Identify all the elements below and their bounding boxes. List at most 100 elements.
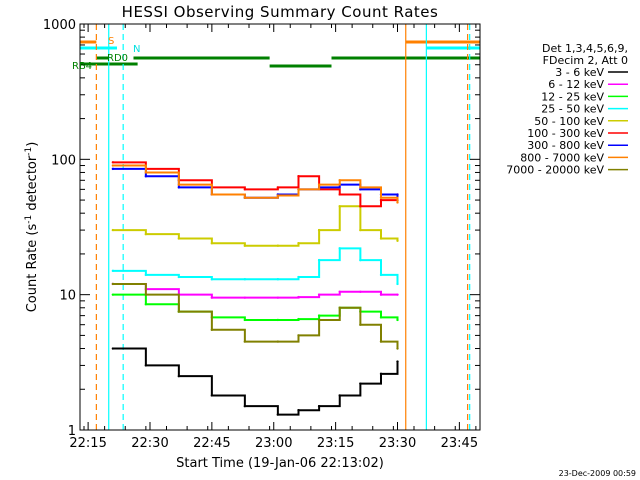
series-point-1-3 [210, 296, 214, 299]
series-point-6-9 [359, 188, 362, 191]
series-point-5-4 [243, 188, 247, 191]
x-tick-label-2: 22:45 [193, 436, 230, 451]
series-point-4-0 [111, 228, 115, 232]
series-point-1-4 [243, 296, 247, 299]
flag-label-rb4: RB4 [72, 61, 92, 72]
series-point-4-4 [243, 244, 247, 247]
series-point-1-8 [338, 290, 341, 293]
axis-ticks: 22:15 22:30 22:45 23:00 23:15 23:30 23:45 1 10 10… [43, 18, 480, 451]
series-point-7-7 [317, 183, 321, 186]
series-point-5-9 [359, 205, 362, 208]
series-point-7-4 [243, 196, 247, 199]
flag-label-s: S [108, 36, 114, 47]
series-point-2-0 [111, 293, 115, 296]
legend-label-4: 50 - 100 keV [534, 115, 604, 128]
series-point-4-8 [338, 205, 341, 208]
series-point-0-1 [144, 364, 148, 367]
series-point-3-10 [379, 273, 383, 277]
flag-labels: S N RD0 RB4 [72, 36, 140, 72]
series-line-0 [112, 347, 399, 416]
series-point-2-1 [144, 303, 148, 306]
legend-label-1: 6 - 12 keV [548, 78, 604, 91]
series-point-8-4 [243, 340, 247, 343]
series-point-2-7 [317, 314, 321, 317]
series-point-1-9 [359, 290, 362, 293]
series-point-7-10 [379, 196, 383, 199]
legend-header-line-2: FDecim 2, Att 0 [543, 54, 628, 67]
series-point-8-3 [210, 328, 214, 332]
x-tick-label-6: 23:45 [441, 436, 478, 451]
series-point-3-11 [396, 282, 399, 286]
series-point-7-5 [276, 194, 280, 197]
y-axis-label-end: ) [25, 142, 40, 147]
legend-header-line-1: Det 1,3,4,5,6,9, [542, 42, 628, 55]
series-point-5-8 [338, 193, 341, 196]
series-point-8-1 [144, 293, 148, 296]
series-point-7-6 [297, 188, 300, 191]
series-point-8-8 [338, 306, 341, 309]
series-point-4-10 [379, 237, 383, 240]
series-point-7-3 [210, 193, 214, 196]
series-point-5-0 [111, 161, 115, 164]
legend-label-6: 300 - 800 keV [527, 139, 604, 152]
series-point-2-10 [379, 316, 383, 319]
y-tick-label-1: 10 [59, 289, 76, 304]
series-layer [111, 161, 399, 416]
series-point-6-2 [177, 186, 181, 189]
x-tick-label-5: 23:30 [379, 436, 416, 451]
series-point-4-1 [144, 232, 148, 236]
series-point-3-5 [276, 278, 280, 281]
series-point-0-0 [111, 347, 115, 350]
x-axis-label: Start Time (19-Jan-06 22:13:02) [176, 456, 384, 471]
series-point-0-11 [396, 360, 399, 363]
series-point-4-2 [177, 237, 181, 240]
series-point-7-9 [359, 186, 362, 189]
chart-title: HESSI Observing Summary Count Rates [122, 3, 439, 21]
flag-label-rd0: RD0 [107, 53, 128, 64]
series-line-4 [112, 205, 399, 247]
y-axis-label: Count Rate (s-1 detector-1) [24, 142, 40, 313]
series-point-0-5 [276, 413, 280, 416]
series-point-1-11 [396, 293, 399, 296]
y-tick-label-0: 1 [68, 424, 76, 439]
series-point-8-6 [297, 334, 300, 337]
x-tick-label-0: 22:15 [69, 436, 106, 451]
series-line-7 [112, 164, 399, 203]
legend: Det 1,3,4,5,6,9, FDecim 2, Att 0 3 - 6 k… [506, 42, 628, 177]
series-line-8 [112, 282, 399, 349]
series-point-7-11 [396, 201, 399, 204]
series-point-4-6 [297, 242, 300, 245]
series-point-8-9 [359, 323, 362, 326]
y-axis-label-main: Count Rate (s [25, 224, 40, 313]
series-point-5-5 [276, 186, 280, 189]
series-line-3 [112, 247, 399, 284]
series-point-3-9 [359, 258, 362, 262]
y-axis-label-sup2: -1 [24, 147, 34, 156]
series-point-0-4 [243, 404, 247, 408]
flag-label-n: N [133, 44, 140, 55]
legend-label-2: 12 - 25 keV [541, 90, 604, 103]
series-point-2-4 [243, 318, 247, 322]
series-point-4-9 [359, 228, 362, 232]
legend-label-3: 25 - 50 keV [541, 103, 604, 116]
series-point-2-6 [297, 317, 300, 321]
legend-label-8: 7000 - 20000 keV [506, 164, 604, 177]
y-tick-label-3: 1000 [43, 18, 76, 33]
series-point-3-8 [338, 247, 341, 250]
series-point-6-0 [111, 167, 115, 171]
y-axis-label-sup1: -1 [24, 215, 34, 224]
series-point-4-5 [276, 244, 280, 247]
y-tick-label-2: 100 [51, 153, 76, 168]
series-point-3-7 [317, 258, 321, 262]
series-point-2-11 [396, 318, 399, 322]
x-tick-label-1: 22:30 [131, 436, 168, 451]
series-point-4-7 [317, 228, 321, 232]
series-point-3-1 [144, 273, 148, 277]
plot-frame [79, 23, 481, 431]
legend-label-5: 100 - 300 keV [527, 127, 604, 140]
series-point-0-6 [297, 409, 300, 412]
y-axis-label-mid: detector [25, 155, 40, 215]
series-point-1-10 [379, 293, 383, 296]
series-point-7-0 [111, 164, 115, 167]
